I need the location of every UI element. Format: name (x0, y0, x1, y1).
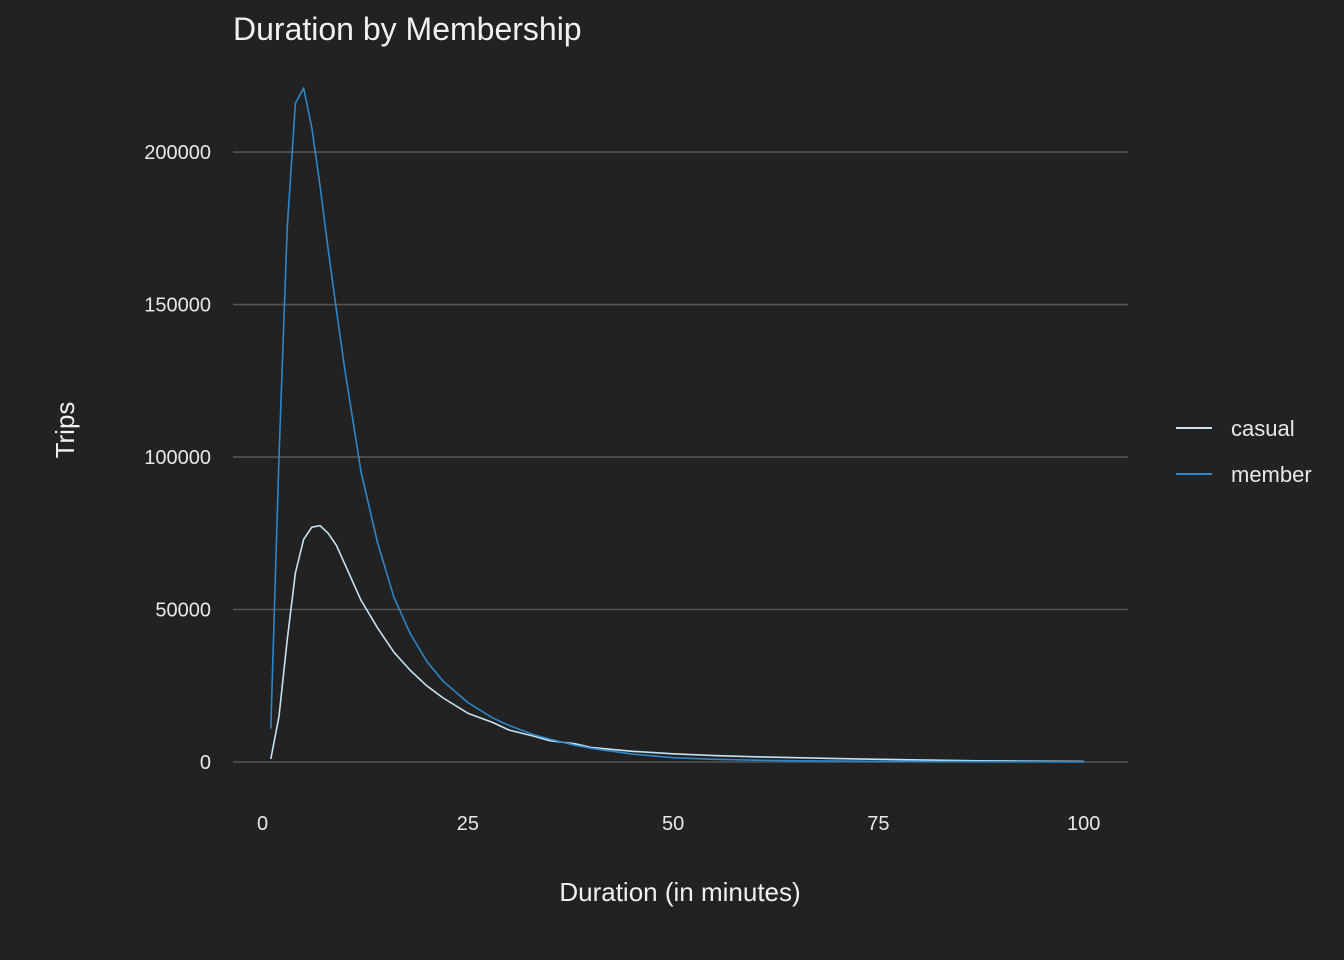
y-tick-label: 0 (200, 752, 211, 774)
y-tick-label: 150000 (144, 295, 211, 317)
x-axis-title: Duration (in minutes) (559, 877, 800, 907)
series-line-member (270, 87, 1084, 763)
x-tick-label: 0 (257, 813, 268, 835)
y-tick-label: 200000 (144, 142, 211, 164)
y-tick-label: 50000 (155, 600, 211, 622)
chart-series (270, 87, 1084, 763)
x-tick-label: 100 (1067, 813, 1100, 835)
x-tick-label: 50 (662, 813, 684, 835)
legend: casual member (1176, 416, 1312, 487)
y-axis-title: Trips (50, 402, 80, 459)
y-axis-tick-labels: 0 50000 100000 150000 200000 (144, 142, 211, 774)
x-axis-tick-labels: 0 25 50 75 100 (257, 813, 1100, 835)
y-tick-label: 100000 (144, 447, 211, 469)
series-line-casual (270, 524, 1084, 763)
x-tick-label: 75 (867, 813, 889, 835)
legend-label-member: member (1231, 462, 1312, 487)
legend-label-casual: casual (1231, 416, 1295, 441)
chart-title: Duration by Membership (233, 11, 582, 47)
x-tick-label: 25 (457, 813, 479, 835)
